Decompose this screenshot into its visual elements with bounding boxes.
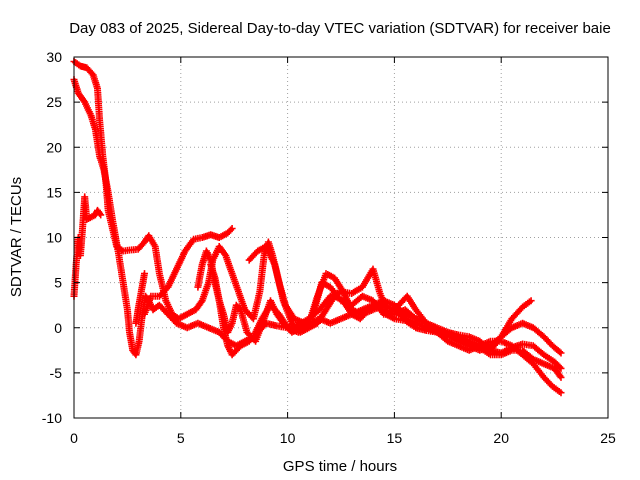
y-tick-label: 25 xyxy=(46,94,62,110)
series-marks-sat-d xyxy=(141,225,236,318)
y-tick-label: -5 xyxy=(50,365,63,381)
series-marks-sat-g xyxy=(245,243,565,381)
y-axis-label: SDTVAR / TECUs xyxy=(8,177,25,297)
y-tick-label: -10 xyxy=(42,410,62,426)
x-tick-label: 15 xyxy=(387,430,403,446)
x-tick-label: 0 xyxy=(70,430,78,446)
series-sat-d xyxy=(141,225,236,318)
series-sat-h xyxy=(132,270,148,327)
x-tick-label: 5 xyxy=(177,430,185,446)
y-tick-label: 10 xyxy=(46,230,62,246)
series-marks-sat-h xyxy=(132,270,148,327)
series-sat-g xyxy=(245,243,565,381)
y-tick-label: 15 xyxy=(46,184,62,200)
axis-ticks xyxy=(73,56,609,419)
x-tick-label: 25 xyxy=(600,430,616,446)
x-tick-label: 10 xyxy=(280,430,296,446)
x-tick-labels: 0 5 10 15 20 25 xyxy=(70,430,616,446)
y-tick-label: 5 xyxy=(54,275,62,291)
y-tick-labels: -10 -5 0 5 10 15 20 25 30 xyxy=(42,49,62,426)
y-tick-label: 20 xyxy=(46,139,62,155)
chart-title: Day 083 of 2025, Sidereal Day-to-day VTE… xyxy=(69,20,611,37)
y-tick-label: 30 xyxy=(46,49,62,65)
y-tick-label: 0 xyxy=(54,320,62,336)
x-tick-label: 20 xyxy=(493,430,509,446)
x-axis-label: GPS time / hours xyxy=(283,458,397,475)
